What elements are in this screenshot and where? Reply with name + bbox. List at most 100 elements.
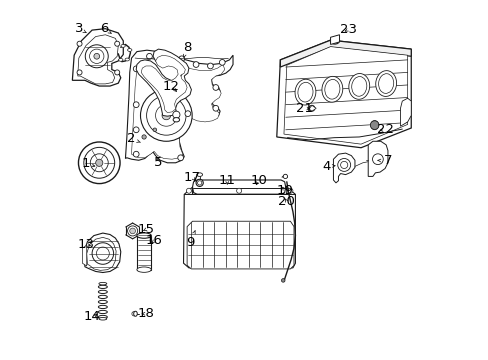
Polygon shape (192, 180, 285, 194)
Polygon shape (333, 153, 354, 183)
Circle shape (133, 127, 139, 133)
Ellipse shape (98, 285, 107, 288)
Ellipse shape (137, 233, 151, 238)
Circle shape (133, 102, 139, 108)
Circle shape (83, 147, 115, 178)
Circle shape (340, 161, 347, 168)
Text: 13: 13 (77, 238, 94, 251)
Polygon shape (78, 35, 118, 84)
Text: 5: 5 (154, 156, 163, 169)
Circle shape (153, 128, 156, 132)
Text: 1: 1 (81, 157, 95, 170)
Circle shape (207, 63, 213, 69)
Circle shape (132, 312, 136, 316)
Circle shape (146, 96, 185, 135)
Circle shape (186, 188, 191, 193)
Polygon shape (367, 141, 387, 176)
Ellipse shape (99, 282, 106, 285)
Text: 4: 4 (322, 160, 334, 173)
Circle shape (94, 53, 100, 59)
Ellipse shape (324, 80, 339, 99)
Text: 2: 2 (126, 132, 140, 145)
Circle shape (89, 49, 104, 63)
Ellipse shape (294, 79, 315, 105)
Ellipse shape (121, 44, 125, 47)
Circle shape (162, 111, 170, 120)
Circle shape (219, 59, 224, 65)
Text: 15: 15 (137, 223, 154, 236)
Ellipse shape (351, 77, 366, 96)
Text: 14: 14 (83, 310, 101, 324)
Circle shape (78, 142, 120, 184)
Text: 16: 16 (145, 234, 162, 247)
Circle shape (236, 188, 241, 193)
Polygon shape (136, 49, 191, 116)
Circle shape (85, 45, 108, 68)
Circle shape (163, 52, 168, 58)
Text: 21: 21 (296, 102, 313, 115)
Text: 7: 7 (377, 154, 391, 167)
Ellipse shape (98, 310, 107, 314)
Circle shape (155, 105, 177, 126)
Text: 3: 3 (74, 22, 86, 35)
Ellipse shape (321, 76, 342, 102)
Circle shape (281, 279, 285, 282)
Polygon shape (284, 46, 407, 144)
Ellipse shape (98, 300, 107, 303)
Text: 18: 18 (137, 307, 154, 320)
Ellipse shape (119, 58, 122, 61)
Ellipse shape (137, 267, 151, 273)
Circle shape (287, 188, 292, 193)
Circle shape (179, 56, 184, 62)
Circle shape (96, 159, 102, 166)
Text: 8: 8 (183, 41, 191, 57)
Polygon shape (183, 187, 295, 268)
Ellipse shape (98, 315, 107, 319)
Polygon shape (141, 55, 187, 113)
Polygon shape (137, 235, 151, 270)
Text: 10: 10 (250, 174, 267, 186)
Ellipse shape (196, 179, 203, 186)
Text: 23: 23 (339, 23, 356, 36)
Polygon shape (131, 59, 224, 159)
Ellipse shape (370, 121, 378, 130)
Ellipse shape (99, 318, 106, 320)
Polygon shape (72, 29, 123, 86)
Ellipse shape (330, 38, 339, 44)
Polygon shape (82, 245, 86, 266)
Polygon shape (187, 221, 293, 269)
Polygon shape (86, 237, 116, 270)
Circle shape (115, 41, 120, 46)
Circle shape (133, 151, 139, 157)
Circle shape (172, 111, 180, 118)
Ellipse shape (308, 105, 314, 111)
Text: 11: 11 (218, 174, 235, 186)
Circle shape (212, 85, 218, 90)
Circle shape (184, 111, 190, 117)
Circle shape (337, 158, 350, 171)
Ellipse shape (98, 295, 107, 298)
Circle shape (115, 70, 120, 75)
Circle shape (146, 53, 152, 59)
Polygon shape (400, 98, 410, 126)
Ellipse shape (98, 290, 107, 293)
Text: 20: 20 (278, 195, 295, 208)
Polygon shape (280, 40, 410, 67)
Circle shape (212, 105, 218, 111)
Polygon shape (125, 50, 233, 163)
Ellipse shape (173, 118, 179, 122)
Circle shape (90, 154, 108, 172)
Circle shape (96, 247, 109, 260)
Ellipse shape (297, 82, 312, 102)
Text: 22: 22 (376, 123, 393, 136)
Ellipse shape (348, 73, 369, 99)
Circle shape (133, 66, 139, 72)
Circle shape (140, 90, 192, 141)
Ellipse shape (196, 173, 202, 176)
Ellipse shape (375, 71, 396, 96)
Circle shape (92, 243, 113, 264)
Polygon shape (276, 40, 410, 148)
Text: 6: 6 (100, 22, 111, 35)
Ellipse shape (378, 74, 393, 93)
Polygon shape (308, 105, 316, 111)
